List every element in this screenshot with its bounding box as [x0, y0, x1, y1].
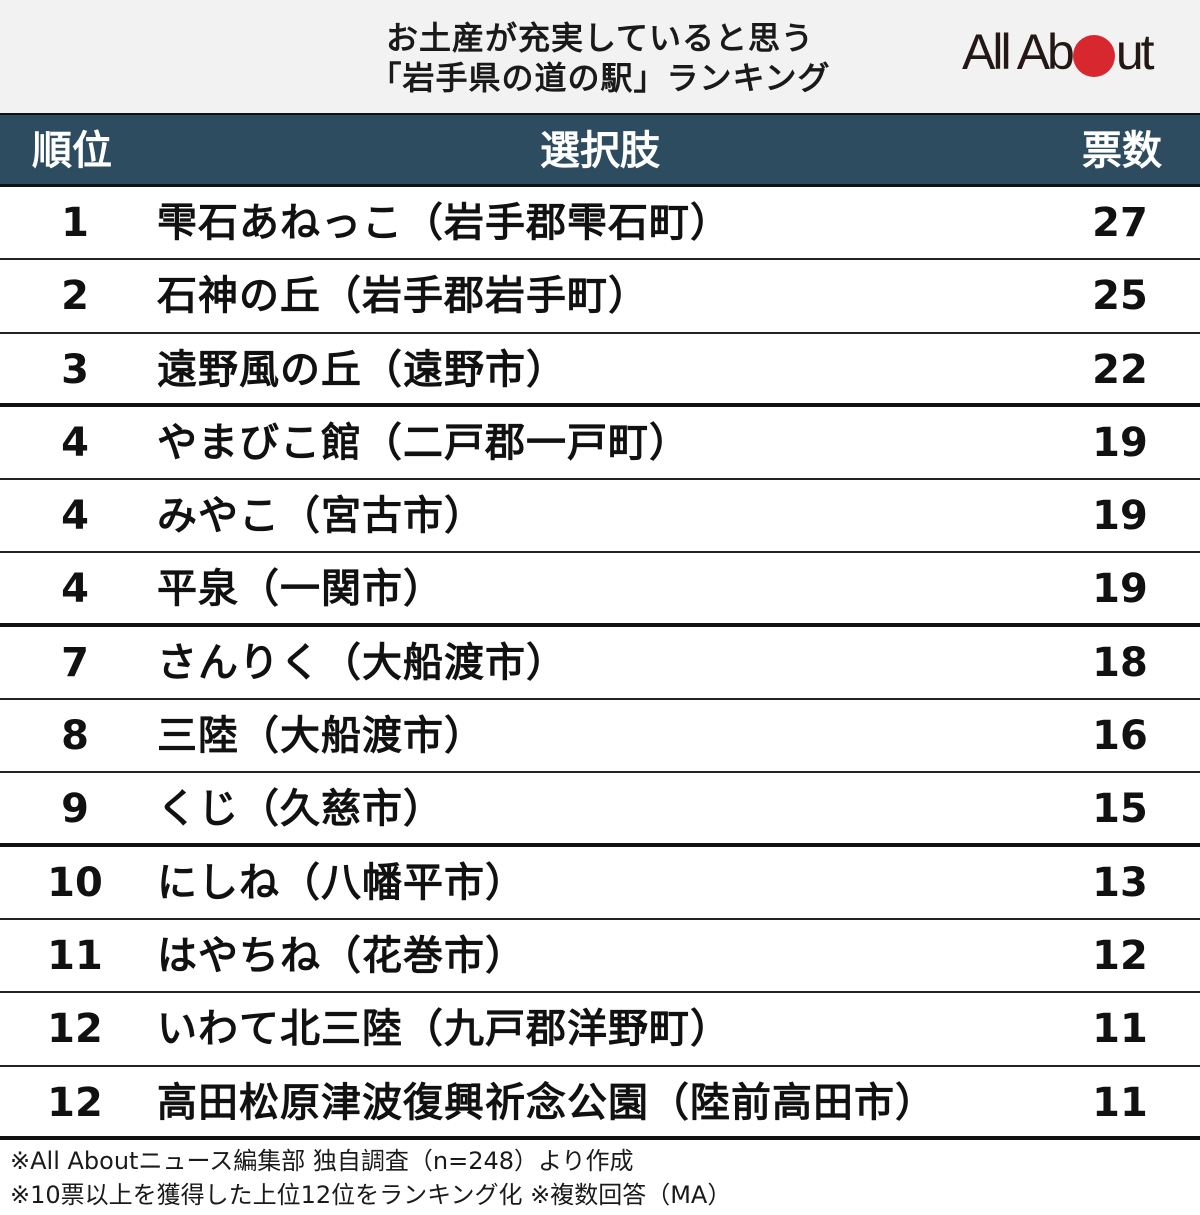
- table-row: 4 みやこ（宮古市） 19: [0, 480, 1200, 554]
- name-cell: やまびこ館（二戸郡一戸町）: [157, 419, 690, 466]
- votes-cell: 12: [1092, 932, 1148, 979]
- allabout-logo: All Ab ut: [962, 24, 1155, 80]
- votes-cell: 27: [1092, 200, 1148, 246]
- logo-text-start: All Ab: [962, 24, 1075, 80]
- table-row: 1 雫石あねっこ（岩手郡雫石町） 27: [0, 187, 1200, 261]
- table-row: 4 平泉（一関市） 19: [0, 553, 1200, 627]
- ranking-table-body: 1 雫石あねっこ（岩手郡雫石町） 27 2 石神の丘（岩手郡岩手町） 25 3 …: [0, 187, 1200, 1140]
- rank-cell: 2: [61, 273, 89, 320]
- votes-cell: 19: [1092, 493, 1148, 540]
- name-cell: 遠野風の丘（遠野市）: [157, 346, 567, 393]
- rank-cell: 11: [47, 932, 103, 979]
- rank-cell: 4: [61, 566, 89, 613]
- table-row: 4 やまびこ館（二戸郡一戸町） 19: [0, 407, 1200, 481]
- header-choice: 選択肢: [540, 128, 660, 174]
- title-bar: お土産が充実していると思う 「岩手県の道の駅」ランキング All Ab ut: [0, 0, 1200, 113]
- logo-red-dot-icon: [1072, 35, 1115, 77]
- name-cell: くじ（久慈市）: [157, 786, 444, 833]
- table-row: 9 くじ（久慈市） 15: [0, 773, 1200, 847]
- table-row: 11 はやちね（花巻市） 12: [0, 920, 1200, 994]
- votes-cell: 15: [1092, 786, 1148, 833]
- name-cell: 高田松原津波復興祈念公園（陸前高田市）: [157, 1079, 936, 1126]
- rank-cell: 4: [61, 493, 89, 540]
- votes-cell: 19: [1092, 419, 1148, 466]
- name-cell: いわて北三陸（九戸郡洋野町）: [157, 1006, 731, 1053]
- name-cell: さんりく（大船渡市）: [157, 639, 567, 686]
- votes-cell: 11: [1092, 1079, 1148, 1126]
- name-cell: 雫石あねっこ（岩手郡雫石町）: [157, 200, 731, 246]
- name-cell: はやちね（花巻市）: [157, 932, 526, 979]
- name-cell: 平泉（一関市）: [157, 566, 444, 613]
- votes-cell: 25: [1092, 273, 1148, 320]
- table-row: 7 さんりく（大船渡市） 18: [0, 627, 1200, 701]
- rank-cell: 12: [47, 1079, 103, 1126]
- votes-cell: 13: [1092, 859, 1148, 906]
- chart-title-line1: お土産が充実していると思う: [385, 19, 815, 57]
- table-row: 8 三陸（大船渡市） 16: [0, 700, 1200, 774]
- logo-text-end: ut: [1115, 24, 1155, 80]
- rank-cell: 9: [61, 786, 89, 833]
- header-rank: 順位: [32, 128, 112, 174]
- rank-cell: 12: [47, 1006, 103, 1053]
- footer-notes: ※All Aboutニュース編集部 独自調査（n=248）より作成 ※10票以上…: [10, 1144, 731, 1212]
- table-row: 3 遠野風の丘（遠野市） 22: [0, 334, 1200, 407]
- rank-cell: 7: [61, 639, 89, 686]
- rank-cell: 4: [61, 419, 89, 466]
- name-cell: 石神の丘（岩手郡岩手町）: [157, 273, 649, 320]
- votes-cell: 19: [1092, 566, 1148, 613]
- table-row: 10 にしね（八幡平市） 13: [0, 847, 1200, 920]
- name-cell: みやこ（宮古市）: [157, 493, 485, 540]
- rank-cell: 8: [61, 713, 89, 760]
- footer-note-source: ※All Aboutニュース編集部 独自調査（n=248）より作成: [10, 1147, 634, 1175]
- votes-cell: 11: [1092, 1006, 1148, 1053]
- rank-cell: 3: [61, 346, 89, 393]
- table-header: 順位 選択肢 票数: [0, 113, 1200, 187]
- votes-cell: 18: [1092, 639, 1148, 686]
- rank-cell: 1: [61, 200, 89, 246]
- table-row: 12 いわて北三陸（九戸郡洋野町） 11: [0, 993, 1200, 1067]
- chart-title-line2: 「岩手県の道の駅」ランキング: [369, 59, 831, 97]
- name-cell: 三陸（大船渡市）: [157, 713, 485, 760]
- header-votes: 票数: [1082, 128, 1162, 174]
- table-row: 2 石神の丘（岩手郡岩手町） 25: [0, 260, 1200, 334]
- name-cell: にしね（八幡平市）: [157, 859, 526, 906]
- chart-title: お土産が充実していると思う 「岩手県の道の駅」ランキング: [0, 18, 1200, 98]
- footer-note-method: ※10票以上を獲得した上位12位をランキング化 ※複数回答（MA）: [10, 1181, 732, 1209]
- votes-cell: 16: [1092, 713, 1148, 760]
- table-row: 12 高田松原津波復興祈念公園（陸前高田市） 11: [0, 1067, 1200, 1140]
- votes-cell: 22: [1092, 346, 1148, 393]
- rank-cell: 10: [47, 859, 103, 906]
